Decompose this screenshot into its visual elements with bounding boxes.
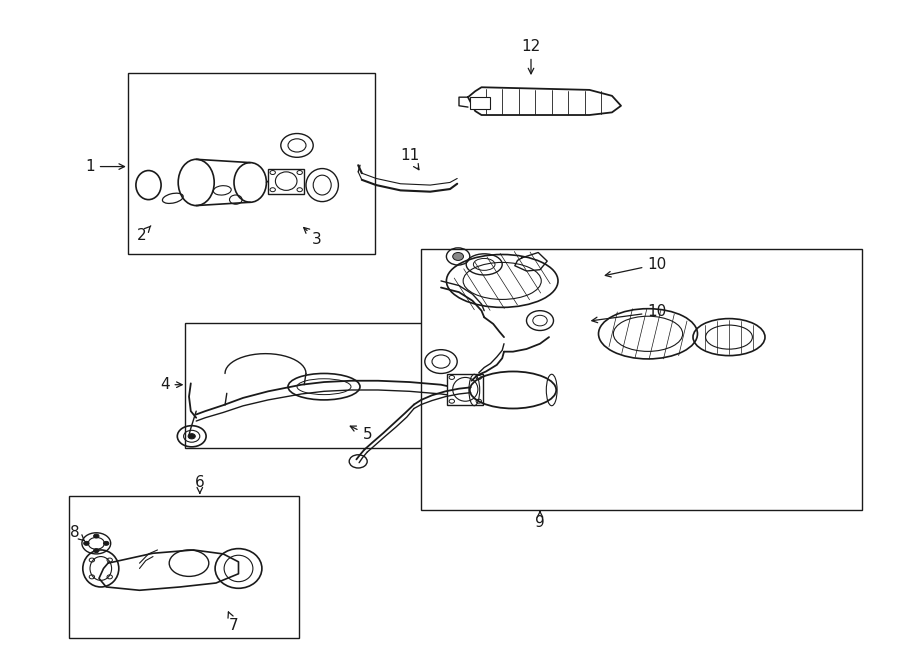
Text: 10: 10 [592,305,667,323]
Text: 2: 2 [137,226,151,243]
Circle shape [188,434,195,439]
Bar [128,73,375,254]
Text: 12: 12 [521,39,541,74]
Bar [421,249,862,510]
Bar [447,374,483,405]
Text: 9: 9 [536,512,544,529]
Text: 1: 1 [86,159,124,174]
Text: 7: 7 [228,612,238,633]
Text: 4: 4 [160,377,182,392]
Text: 6: 6 [195,475,204,493]
Circle shape [84,541,89,545]
Circle shape [94,534,99,538]
Bar [470,97,490,109]
Text: 8: 8 [70,525,85,541]
Circle shape [104,541,109,545]
Circle shape [453,253,464,260]
Text: 5: 5 [350,426,372,442]
Bar [69,496,299,638]
Text: 3: 3 [303,227,321,247]
Text: 11: 11 [400,148,419,170]
Bar [268,169,304,194]
Bar [184,323,473,448]
Text: 10: 10 [606,257,667,277]
Circle shape [94,549,99,553]
